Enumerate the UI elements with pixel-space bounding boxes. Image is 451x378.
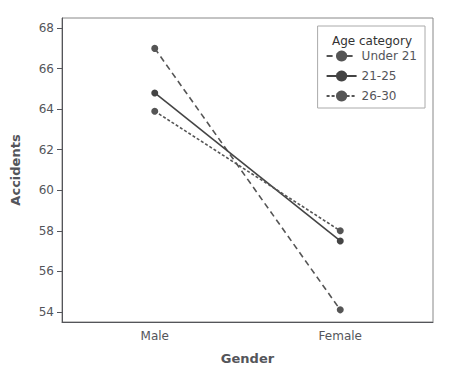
svg-text:Accidents: Accidents: [8, 134, 23, 206]
svg-text:Female: Female: [319, 329, 362, 343]
svg-text:60: 60: [39, 183, 54, 197]
svg-text:62: 62: [39, 143, 54, 157]
svg-text:Gender: Gender: [221, 351, 275, 366]
svg-text:Age category: Age category: [332, 34, 412, 48]
svg-text:64: 64: [39, 102, 54, 116]
svg-text:21-25: 21-25: [362, 69, 397, 83]
svg-text:56: 56: [39, 264, 54, 278]
svg-text:Under 21: Under 21: [362, 49, 417, 63]
svg-text:Male: Male: [141, 329, 169, 343]
svg-text:68: 68: [39, 21, 54, 35]
svg-text:58: 58: [39, 224, 54, 238]
svg-text:54: 54: [39, 305, 54, 319]
svg-text:66: 66: [39, 62, 54, 76]
svg-text:26-30: 26-30: [362, 89, 397, 103]
